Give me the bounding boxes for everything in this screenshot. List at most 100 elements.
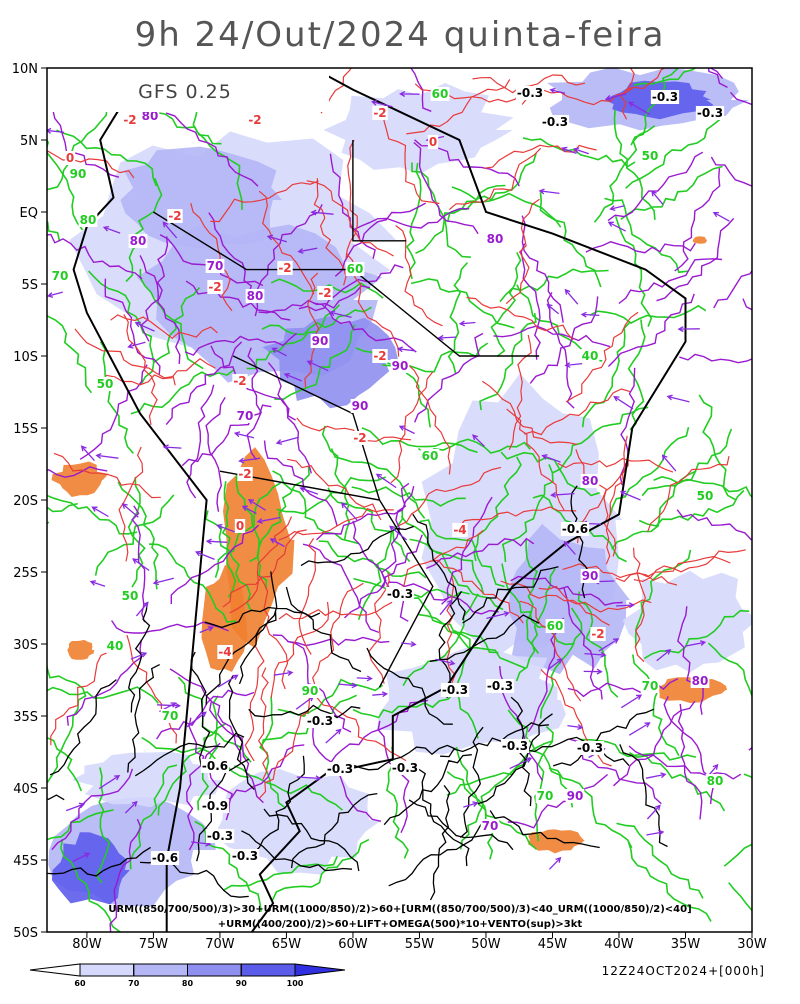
contour-line [577,591,619,698]
contour-line [47,138,84,231]
contour-label: 70 [482,819,499,833]
wind-arrow [435,658,456,666]
lat-label: 5S [21,278,38,293]
contour-line [473,456,522,562]
label-background [372,106,388,120]
label-background [540,115,570,129]
label-background [390,761,420,775]
contour-line [261,306,372,336]
contour-label: 60 [432,87,449,101]
contour-line [410,68,432,112]
colorbar-high [294,963,346,977]
wind-arrow [564,362,583,368]
wind-arrow [607,221,626,232]
contour-line [205,396,226,512]
wind-arrow [256,516,281,524]
wind-arrow [269,538,285,548]
contour-line [241,830,353,872]
contour-line [614,215,653,327]
contour-line [47,846,151,877]
contour-line [410,278,515,329]
contour-label: 90 [312,334,329,348]
contour-line [462,566,559,624]
contour-line [604,197,688,274]
wind-arrow [646,804,661,820]
wind-arrow [98,774,121,790]
contour-line [53,452,161,499]
contour-line [414,332,484,423]
wind-arrow [233,431,255,439]
contour-line [698,394,736,501]
contour-line [510,575,623,606]
contour-line [298,264,404,312]
label-background [535,789,555,803]
wind-arrow [89,580,106,587]
wind-arrow [561,146,577,155]
label-background [560,522,590,536]
wind-arrow [609,205,625,212]
contour-line [400,515,485,595]
contour-line [520,243,541,360]
contour-line [270,601,330,698]
label-background [565,789,585,803]
wind-arrow [396,346,416,353]
contour-line [223,855,338,891]
contour-line [619,68,635,120]
wind-arrow [266,234,287,243]
contour-label: -2 [373,349,386,363]
wind-arrow [65,802,86,812]
lon-label: 45W [538,937,568,952]
contour-line [633,549,746,583]
contour-line [679,353,752,364]
label-background [440,683,470,697]
label-background [200,799,230,813]
contour-label: 90 [392,359,409,373]
label-background [277,261,293,275]
contour-label: 70 [52,269,69,283]
contour-line [170,524,260,604]
wind-arrow [616,602,635,609]
wind-arrow [283,372,302,382]
label-background [580,349,600,363]
contour-line [677,703,703,820]
contour-line [313,302,417,353]
wind-arrow [132,558,150,572]
wind-arrow [619,490,641,501]
lon-label: 35W [671,937,701,952]
contour-line [252,755,305,855]
wind-arrow [661,454,677,472]
wind-arrow [463,801,479,808]
lat-label: 20S [13,494,38,509]
contour-line [653,476,752,499]
contour-line [616,822,704,899]
contour-line [429,785,451,901]
wind-arrow [567,724,584,731]
contour-line [327,487,411,563]
contour-line [383,754,472,826]
wind-arrow [238,457,261,464]
contour-line [129,764,178,870]
label-background [160,709,180,723]
contour-line [246,347,262,461]
wind-arrow [80,445,95,462]
contour-label: 60 [422,449,439,463]
contour-line [50,651,110,746]
wind-arrow [130,651,148,660]
humidity-shading [201,564,248,672]
wind-arrow [620,694,643,709]
contour-line [105,358,216,386]
contour-line [95,767,111,884]
map-title: 9h 24/Out/2024 quinta-feira [135,15,666,55]
wind-arrow [372,691,389,698]
lat-label: 10N [12,62,38,77]
contour-line [627,840,712,922]
contour-line [302,543,380,634]
wind-arrow [325,728,342,744]
contour-line [130,368,235,415]
wind-arrow [563,540,576,555]
contour-line [352,207,470,231]
label-background [122,113,138,127]
contour-line [501,464,554,563]
contour-label: 80 [692,674,709,688]
wind-arrow [509,757,533,770]
